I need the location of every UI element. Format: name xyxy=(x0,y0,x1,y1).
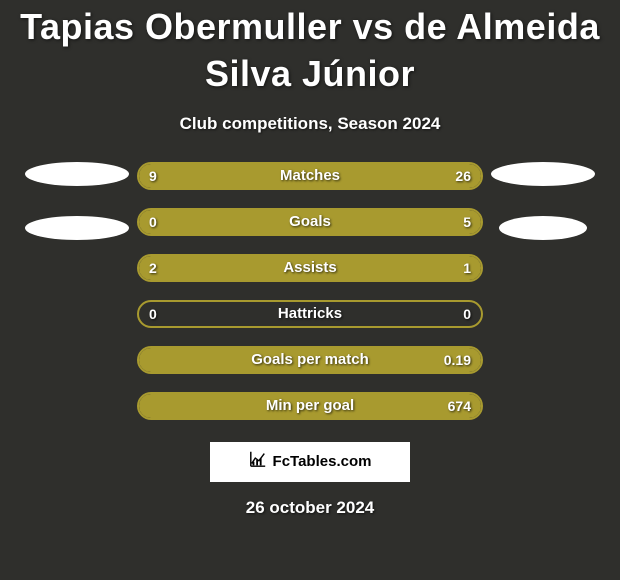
stat-label: Goals xyxy=(139,210,481,234)
player-right-col xyxy=(483,162,603,270)
player-right-oval xyxy=(499,216,587,240)
player-left-oval xyxy=(25,162,129,186)
player-right-oval xyxy=(491,162,595,186)
branding-badge: FcTables.com xyxy=(210,442,410,482)
page-title: Tapias Obermuller vs de Almeida Silva Jú… xyxy=(0,4,620,98)
stat-label: Min per goal xyxy=(139,394,481,418)
stat-row: 21Assists xyxy=(137,254,483,282)
date-label: 26 october 2024 xyxy=(0,498,620,518)
subtitle: Club competitions, Season 2024 xyxy=(0,114,620,134)
stat-label: Goals per match xyxy=(139,348,481,372)
comparison-card: Tapias Obermuller vs de Almeida Silva Jú… xyxy=(0,0,620,580)
player-left-col xyxy=(17,162,137,270)
stat-label: Hattricks xyxy=(139,302,481,326)
chart-icon xyxy=(249,450,267,473)
stat-bars: 926Matches 05Goals 21Assists 00Hattricks 0.1… xyxy=(137,162,483,420)
branding-text: FcTables.com xyxy=(273,453,372,470)
stat-row: 674Min per goal xyxy=(137,392,483,420)
stats-area: 926Matches 05Goals 21Assists 00Hattricks 0.1… xyxy=(0,162,620,420)
stat-row: 05Goals xyxy=(137,208,483,236)
stat-row: 926Matches xyxy=(137,162,483,190)
stat-label: Matches xyxy=(139,164,481,188)
stat-row: 0.19Goals per match xyxy=(137,346,483,374)
player-left-oval xyxy=(25,216,129,240)
stat-row: 00Hattricks xyxy=(137,300,483,328)
stat-label: Assists xyxy=(139,256,481,280)
